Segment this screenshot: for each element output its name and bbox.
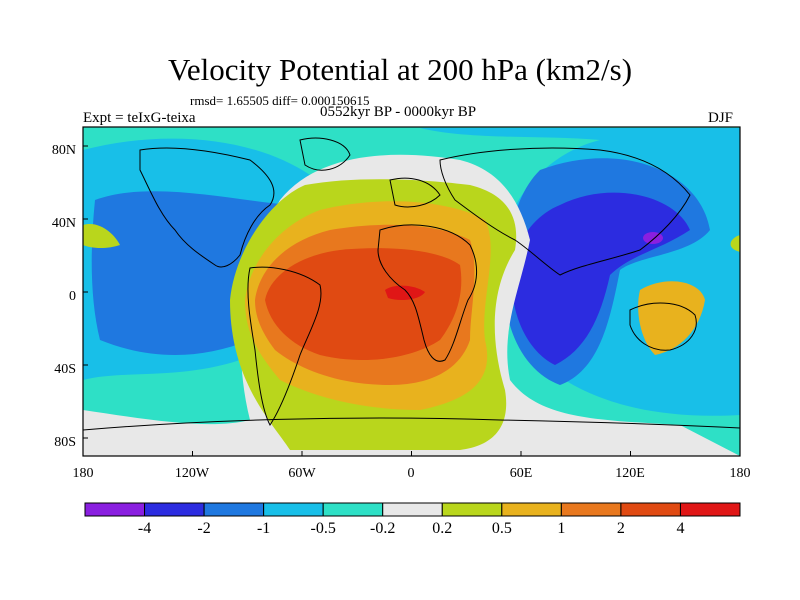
contour-field	[83, 127, 740, 456]
colorbar-box	[501, 502, 562, 517]
plot-title: Velocity Potential at 200 hPa (km2/s)	[167, 52, 633, 87]
pos-blob-australia	[638, 281, 705, 355]
colorbar-label: 0.5	[491, 520, 512, 537]
colorbar-box	[84, 502, 146, 517]
coast-europe	[389, 177, 441, 208]
lon-tick-label: 120W	[174, 466, 210, 481]
lon-tick-label: 60E	[509, 466, 533, 481]
coast-asia	[439, 147, 691, 276]
lon-tick-label: 0	[407, 466, 415, 481]
colorbar-label: 0.2	[432, 520, 453, 537]
colorbar-label: -0.2	[370, 520, 396, 537]
lat-tick-label: 80N	[51, 143, 76, 158]
colorbar-box	[560, 502, 622, 517]
colorbar-label: 1	[557, 520, 566, 537]
colorbar-box	[679, 502, 741, 517]
experiment-label: Expt = teIxG-teixa	[83, 110, 196, 126]
colorbar-box	[441, 502, 503, 517]
coast-north-america	[139, 147, 275, 268]
colorbar-label: 4	[676, 520, 685, 537]
coast-africa	[377, 224, 477, 362]
colorbar-label: -2	[197, 520, 211, 537]
colorbar	[84, 502, 741, 517]
coast-antarctica	[83, 417, 740, 431]
lon-tick-label: 180	[72, 466, 94, 481]
coastlines	[83, 137, 740, 431]
pos-band-4	[265, 248, 462, 360]
colorbar-box	[382, 502, 443, 517]
axis-ticks	[82, 145, 741, 456]
season-label: DJF	[708, 110, 734, 126]
colorbar-label: 2	[616, 520, 625, 537]
colorbar-box	[322, 502, 384, 517]
lat-tick-label: 40N	[51, 216, 76, 231]
coast-greenland	[299, 137, 351, 171]
colorbar-label: -4	[137, 520, 152, 537]
period-label: 0552kyr BP - 0000kyr BP	[320, 104, 477, 120]
lon-tick-label: 180	[729, 466, 751, 481]
coast-australia	[629, 302, 697, 351]
lat-tick-label: 40S	[54, 362, 76, 377]
pos-blob-west-edge	[83, 224, 120, 249]
lat-tick-label: 80S	[54, 435, 76, 450]
stats-line: rmsd= 1.65505 diff= 0.000150615	[190, 93, 370, 108]
coast-south-america	[247, 266, 322, 426]
lon-tick-label: 60W	[288, 466, 316, 481]
colorbar-box	[203, 502, 265, 517]
pos-max	[385, 285, 425, 300]
colorbar-label: -1	[256, 520, 271, 537]
colorbar-label: -0.5	[310, 520, 336, 537]
pos-blob-east-edge	[730, 235, 740, 252]
colorbar-box	[144, 502, 205, 517]
colorbar-box	[620, 502, 681, 517]
lon-tick-label: 120E	[615, 466, 645, 481]
colorbar-box	[263, 502, 324, 517]
lat-tick-label: 0	[69, 289, 76, 304]
